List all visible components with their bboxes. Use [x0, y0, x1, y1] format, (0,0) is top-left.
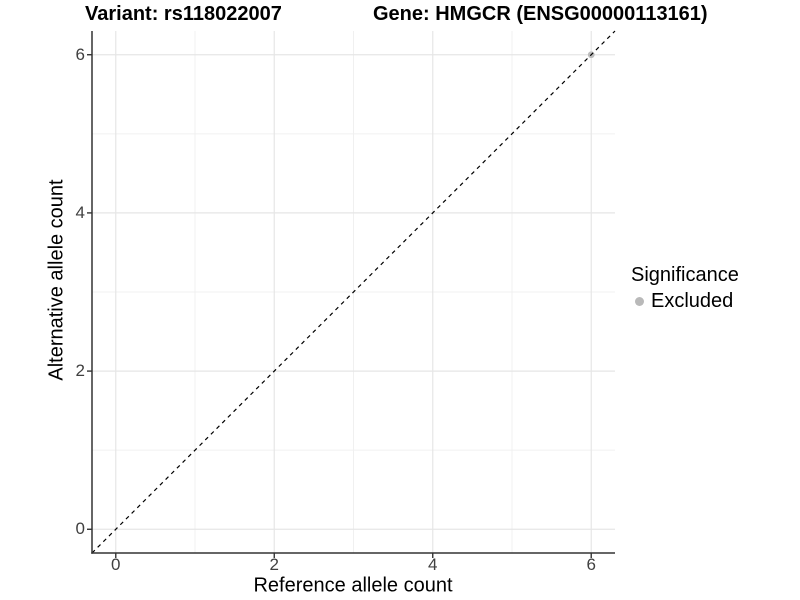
- y-tick-label: 2: [75, 361, 85, 381]
- x-tick-label: 2: [269, 555, 279, 574]
- legend-item-excluded: Excluded: [631, 289, 739, 313]
- y-tick-label: 4: [75, 202, 85, 222]
- plot-title-gene: Gene: HMGCR (ENSG00000113161): [373, 3, 708, 25]
- legend-item-label: Excluded: [651, 290, 734, 312]
- x-tick-label: 6: [586, 555, 596, 574]
- excluded-point-icon: [635, 296, 644, 306]
- plot-title-variant: Variant: rs118022007: [85, 3, 282, 25]
- x-axis-title: Reference allele count: [253, 574, 453, 597]
- legend: Significance Excluded: [631, 263, 739, 313]
- y-tick-label: 6: [75, 44, 85, 64]
- x-tick-label: 0: [111, 555, 121, 574]
- legend-title: Significance: [631, 264, 739, 286]
- x-tick-label: 4: [428, 555, 438, 574]
- identity-line: [91, 30, 616, 554]
- y-tick-label: 0: [75, 519, 85, 539]
